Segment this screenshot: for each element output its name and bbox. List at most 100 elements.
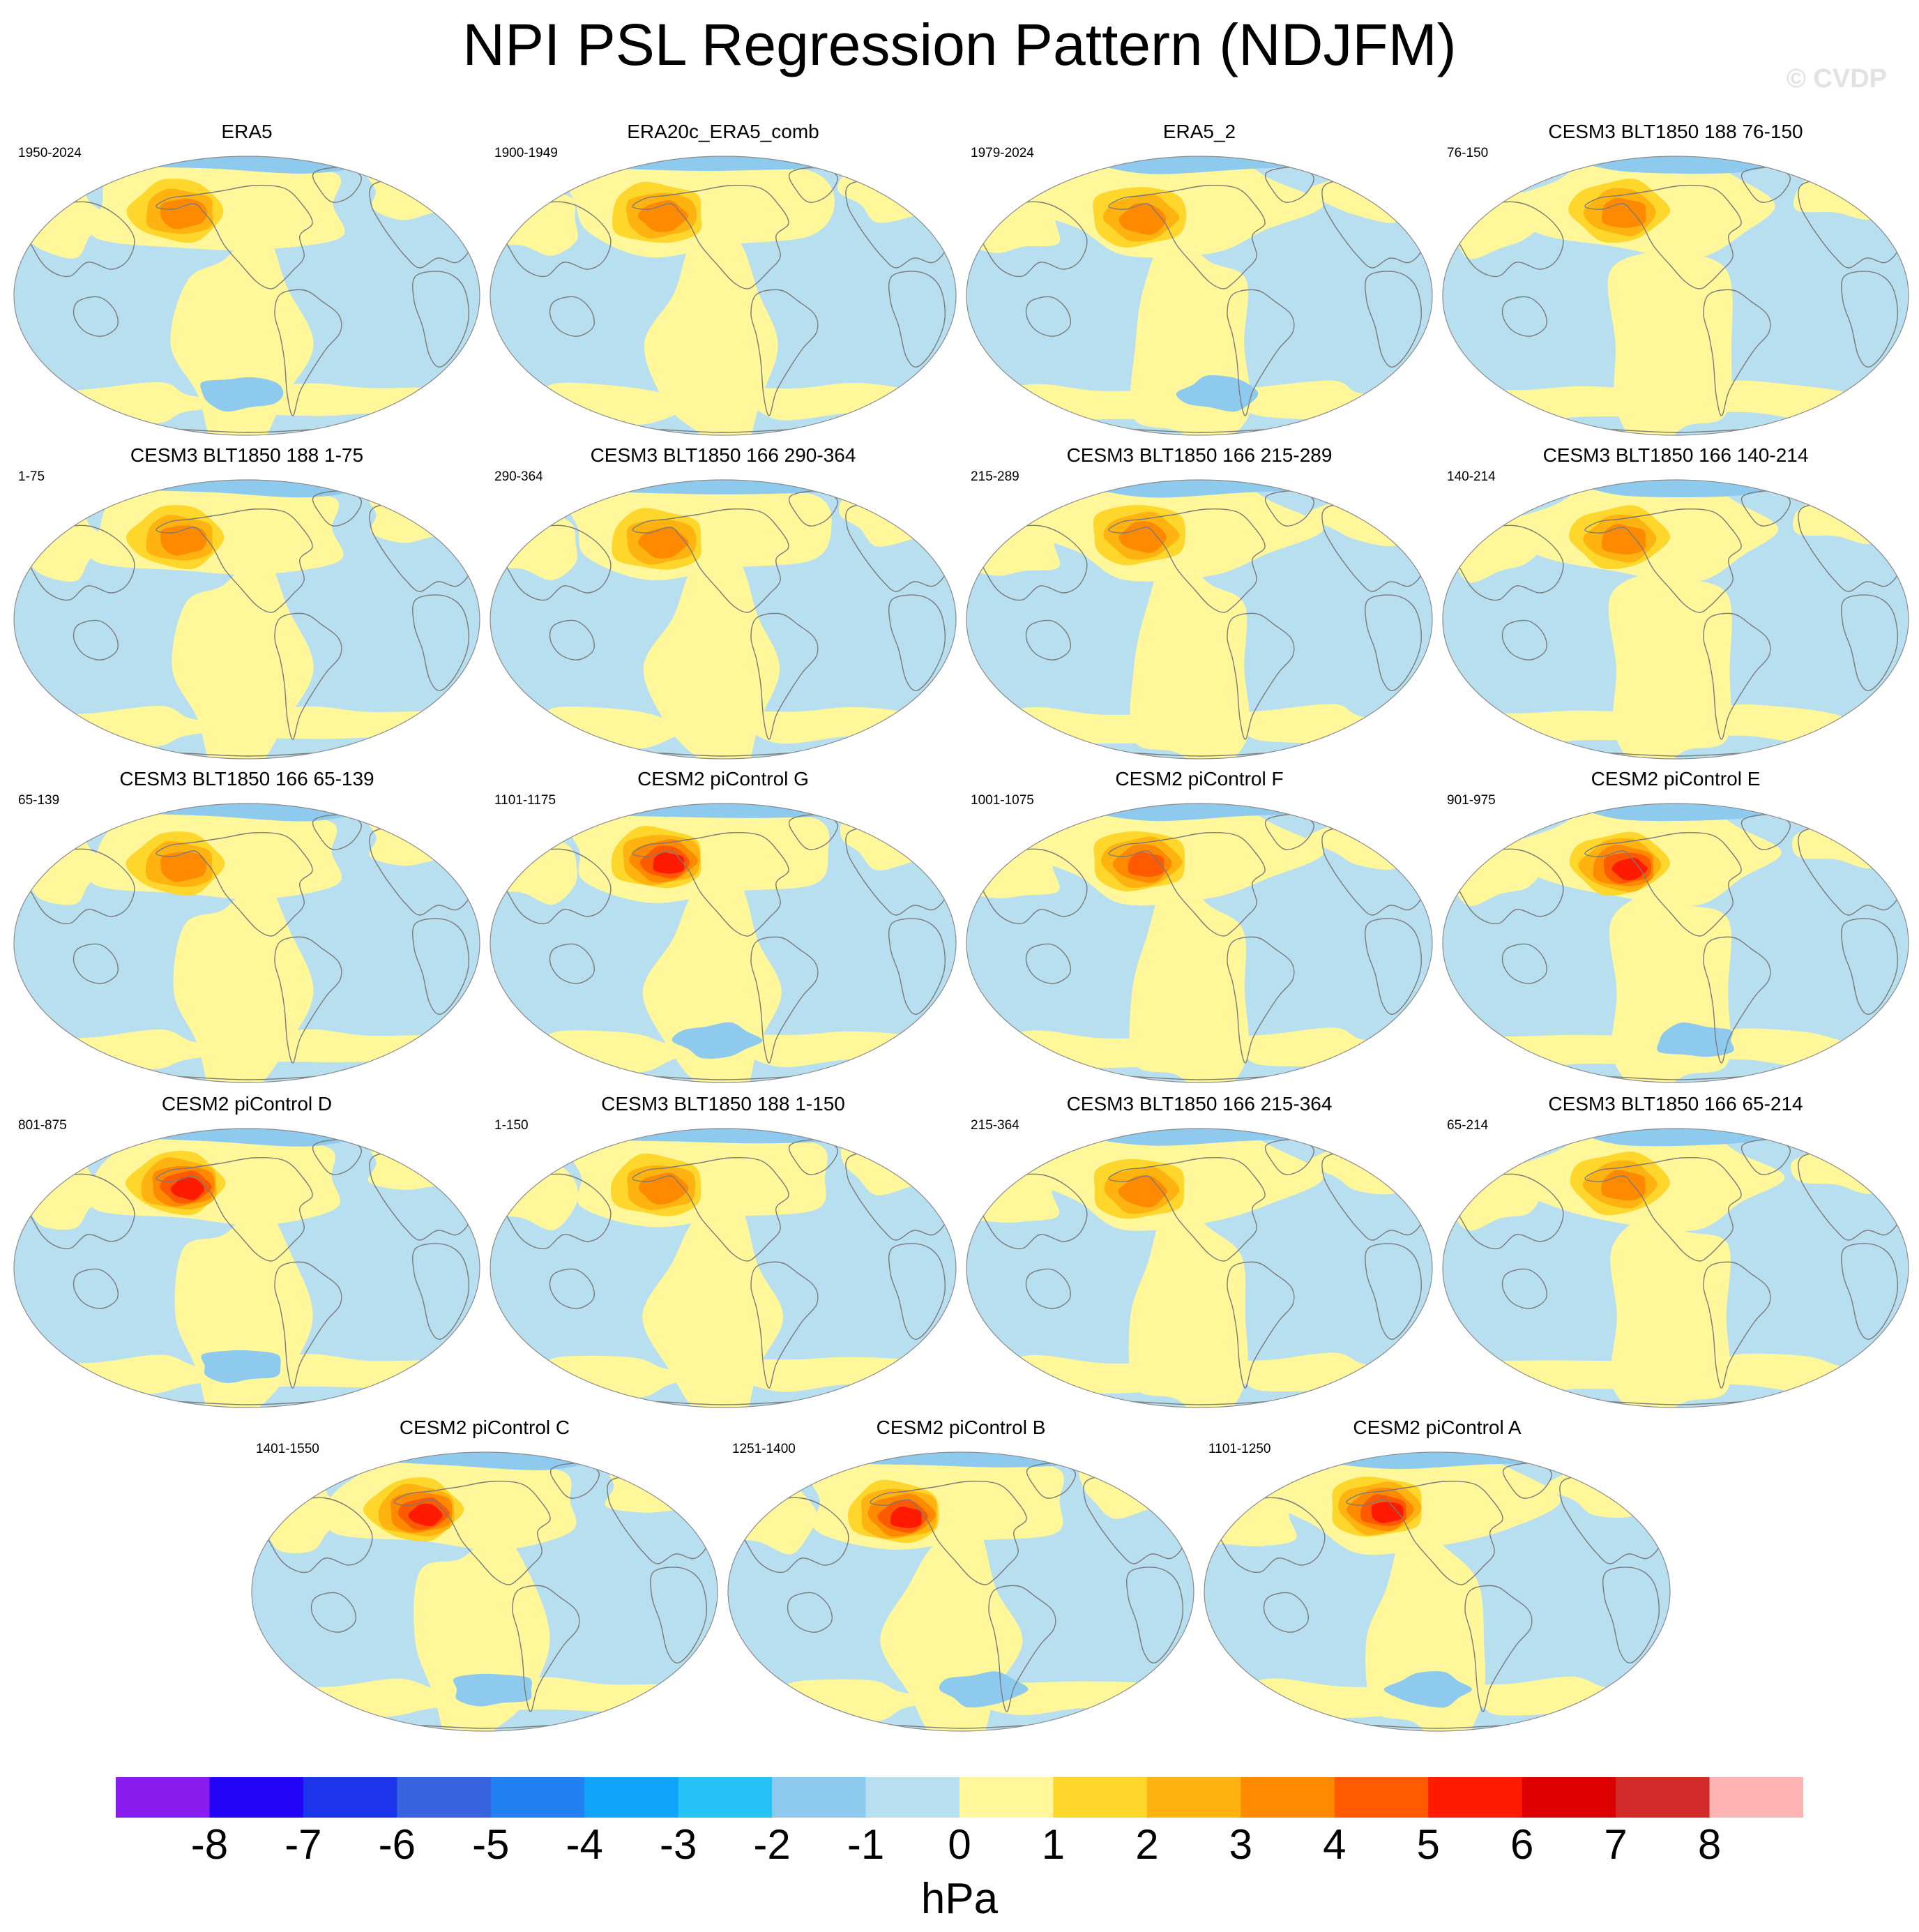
coastline — [1841, 271, 1898, 368]
npi-positive-center — [1371, 1502, 1404, 1523]
positive-anomaly-area — [605, 1458, 715, 1513]
negative-anomaly-patch — [1383, 1671, 1472, 1708]
npi-positive-center — [160, 852, 207, 882]
coastline — [310, 1592, 356, 1633]
world-map-icon — [966, 803, 1433, 1083]
npi-positive-center — [1128, 852, 1165, 877]
positive-anomaly-area — [368, 811, 478, 866]
coastline — [1025, 296, 1071, 337]
coastline — [274, 612, 342, 740]
coastline — [888, 918, 946, 1015]
positive-anomaly-area — [367, 1135, 478, 1191]
arctic-negative-band — [583, 480, 878, 495]
coastline — [1602, 1567, 1660, 1663]
coastline — [632, 1156, 789, 1262]
coastline — [500, 524, 612, 601]
map-panel: CESM3 BLT1850 166 290-364 290-364 — [485, 444, 962, 771]
coastline — [632, 508, 789, 613]
positive-anomaly-area — [490, 502, 577, 580]
negative-anomaly-patch — [672, 1022, 763, 1059]
coastline — [274, 1261, 342, 1389]
coastline — [1584, 831, 1742, 937]
positive-anomaly-area — [367, 488, 478, 543]
coastline — [1452, 848, 1564, 925]
arctic-negative-band — [581, 1129, 874, 1144]
coastline — [1025, 943, 1071, 984]
panel-period: 65-214 — [1447, 1118, 1489, 1133]
coastline — [156, 1156, 313, 1262]
world-map-icon — [966, 479, 1433, 760]
panel-period: 215-289 — [971, 469, 1019, 484]
panel-period: 1979-2024 — [971, 146, 1034, 160]
npi-positive-center — [638, 527, 689, 559]
map-panel: CESM2 piControl F 1001-1075 — [961, 767, 1438, 1095]
panel-title: CESM3 BLT1850 188 1-75 — [130, 444, 364, 466]
world-map-icon — [251, 1451, 718, 1732]
panel-period: 1-150 — [494, 1118, 529, 1133]
coastline — [512, 1585, 580, 1712]
coastline — [1365, 594, 1422, 691]
map-border — [966, 803, 1433, 1083]
negative-anomaly-patch — [453, 1673, 532, 1707]
colorbar-swatch — [678, 1777, 773, 1818]
panel-period: 1001-1075 — [971, 793, 1034, 808]
coastline — [1227, 936, 1295, 1064]
coastline — [738, 1497, 849, 1573]
positive-anomaly-area — [1178, 1027, 1416, 1066]
coastline — [888, 1243, 946, 1340]
positive-anomaly-area — [1181, 1352, 1418, 1392]
coastline — [500, 1173, 612, 1250]
coastline — [632, 831, 789, 937]
positive-anomaly-area — [1609, 893, 1731, 1082]
map-panel: CESM3 BLT1850 188 1-75 1-75 — [8, 444, 485, 771]
page-title: NPI PSL Regression Pattern (NDJFM) — [462, 12, 1457, 77]
colorbar-swatch — [1334, 1777, 1429, 1818]
coastline — [1464, 1585, 1533, 1712]
coastline — [1703, 936, 1771, 1064]
map-border — [966, 479, 1433, 760]
npi-positive-center — [1118, 521, 1167, 553]
colorbar-swatch — [1709, 1777, 1803, 1818]
positive-anomaly-area — [1793, 159, 1901, 220]
coastline — [1108, 508, 1266, 613]
coastline — [750, 289, 819, 416]
npi-positive-center — [1611, 857, 1648, 881]
coastline — [870, 1480, 1027, 1585]
coastline — [976, 848, 1088, 925]
coastline — [1227, 289, 1295, 416]
colorbar-swatch — [209, 1777, 304, 1818]
colorbar-swatch — [490, 1777, 585, 1818]
world-map-icon — [13, 479, 480, 760]
colorbar-swatch — [865, 1777, 960, 1818]
map-border — [1442, 803, 1909, 1083]
world-map-icon — [727, 1451, 1194, 1732]
colorbar-tick-label: 2 — [1135, 1821, 1159, 1868]
coastline — [274, 936, 342, 1064]
world-map-icon — [490, 803, 957, 1083]
npi-positive-center — [637, 200, 689, 232]
coastline — [976, 1173, 1088, 1250]
world-map-icon — [1442, 1128, 1909, 1408]
map-border — [1442, 1128, 1909, 1408]
map-panel: ERA20c_ERA5_comb 1900-1949 — [485, 120, 962, 448]
panel-period: 1900-1949 — [494, 146, 558, 160]
coastline — [1584, 1156, 1742, 1262]
npi-positive-center — [1601, 524, 1646, 554]
map-panel: CESM2 piControl C 1401-1550 — [246, 1416, 723, 1744]
coastline — [1501, 1268, 1547, 1309]
world-map-icon — [490, 479, 957, 760]
coastline — [1501, 619, 1547, 661]
panel-title: CESM2 piControl A — [1353, 1417, 1522, 1438]
panel-period: 76-150 — [1447, 146, 1489, 160]
colorbar-tick-label: 0 — [948, 1821, 971, 1868]
map-panel: CESM2 piControl E 901-975 — [1437, 767, 1914, 1095]
positive-anomaly-area — [1421, 1676, 1657, 1716]
coastline — [1703, 289, 1771, 416]
coastline — [73, 943, 119, 984]
coastline — [549, 296, 595, 337]
map-border — [966, 156, 1433, 436]
colorbar-swatch — [116, 1777, 210, 1818]
map-panel: CESM2 piControl D 801-875 — [8, 1092, 485, 1420]
map-border — [1442, 156, 1909, 436]
colorbar-swatch — [1616, 1777, 1711, 1818]
